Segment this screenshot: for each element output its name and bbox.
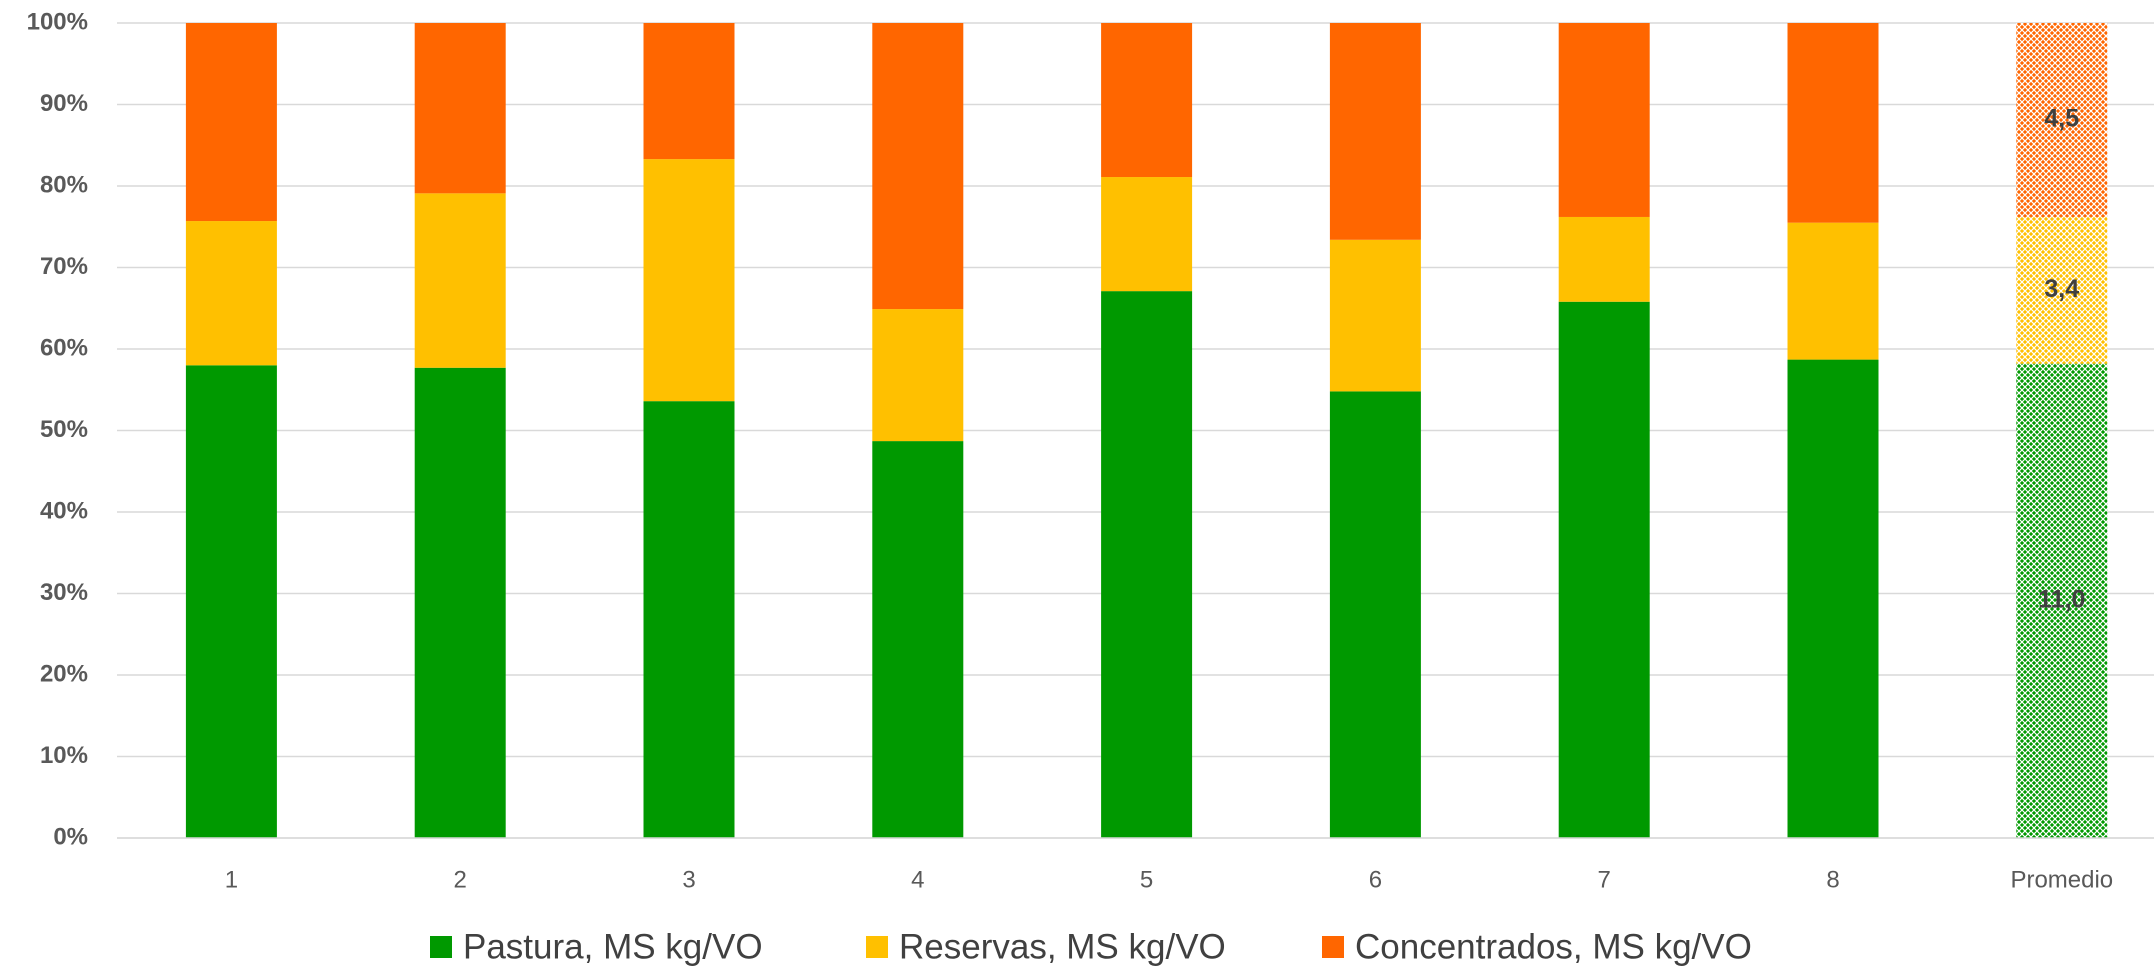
bar-segment [1101, 177, 1193, 292]
bar-segment [1329, 239, 1421, 392]
bar-segment [1558, 216, 1650, 302]
x-tick-label: 7 [1598, 866, 1611, 893]
y-tick-label: 70% [40, 253, 88, 280]
x-tick-label: 4 [911, 866, 924, 893]
x-tick-label: 6 [1369, 866, 1382, 893]
x-tick-label: 3 [682, 866, 695, 893]
bar-segment [872, 309, 964, 442]
y-tick-label: 0% [53, 823, 88, 850]
bar-segment [643, 401, 735, 838]
bar-segment [1787, 359, 1879, 838]
bar-segment [1101, 23, 1193, 178]
bar-segment [185, 23, 277, 222]
x-tick-label: Promedio [2010, 866, 2113, 893]
legend-marker [866, 936, 888, 958]
x-tick-label: 8 [1826, 866, 1839, 893]
bar-segment [1329, 23, 1421, 240]
bar-segment [643, 23, 735, 160]
y-tick-label: 100% [27, 8, 88, 35]
legend-label: Concentrados, MS kg/VO [1355, 927, 1752, 966]
bar-segment [1101, 291, 1193, 838]
legend-marker [430, 936, 452, 958]
x-tick-label: 2 [454, 866, 467, 893]
bar-segment [414, 23, 506, 194]
bar-segment [1558, 23, 1650, 217]
x-tick-label: 1 [225, 866, 238, 893]
data-label: 4,5 [2044, 105, 2079, 133]
bar-segment [872, 23, 964, 310]
bar-segment [185, 365, 277, 838]
bar-segment [185, 221, 277, 366]
y-tick-label: 90% [40, 90, 88, 117]
y-tick-label: 60% [40, 334, 88, 361]
y-tick-label: 30% [40, 579, 88, 606]
y-tick-label: 80% [40, 171, 88, 198]
legend-label: Reservas, MS kg/VO [899, 927, 1226, 966]
bar-segment [1787, 222, 1879, 360]
bar-segment [414, 193, 506, 368]
bar-segment [1787, 23, 1879, 223]
x-tick-label: 5 [1140, 866, 1153, 893]
bar-segment [643, 159, 735, 402]
y-tick-label: 10% [40, 742, 88, 769]
data-label: 11,0 [2038, 585, 2085, 613]
legend-marker [1322, 936, 1344, 958]
bar-segment [414, 367, 506, 838]
bar-segment [2016, 216, 2108, 364]
bar-segment [1329, 391, 1421, 838]
data-label: 3,4 [2044, 275, 2079, 303]
legend-label: Pastura, MS kg/VO [463, 927, 763, 966]
bar-segment [2016, 23, 2108, 217]
bar-segment [1558, 301, 1650, 839]
bar-segment [872, 441, 964, 838]
y-tick-label: 50% [40, 416, 88, 443]
bar-segment [2016, 363, 2108, 838]
y-tick-label: 20% [40, 660, 88, 687]
y-tick-label: 40% [40, 497, 88, 524]
